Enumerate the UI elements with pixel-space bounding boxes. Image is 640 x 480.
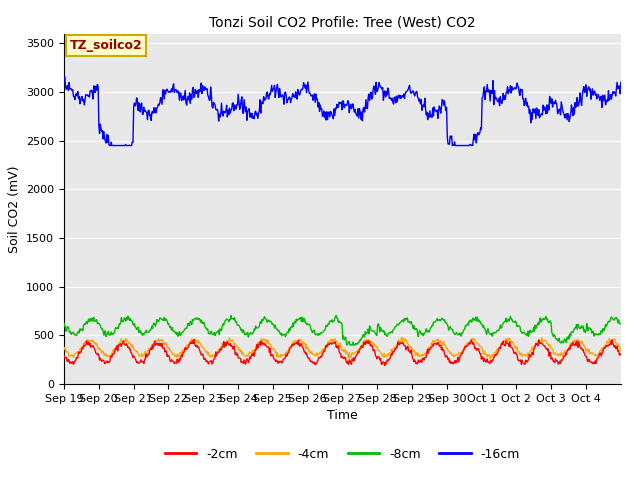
Legend: -2cm, -4cm, -8cm, -16cm: -2cm, -4cm, -8cm, -16cm (160, 443, 525, 466)
Y-axis label: Soil CO2 (mV): Soil CO2 (mV) (8, 165, 20, 252)
Title: Tonzi Soil CO2 Profile: Tree (West) CO2: Tonzi Soil CO2 Profile: Tree (West) CO2 (209, 16, 476, 30)
Text: TZ_soilco2: TZ_soilco2 (70, 39, 142, 52)
X-axis label: Time: Time (327, 409, 358, 422)
